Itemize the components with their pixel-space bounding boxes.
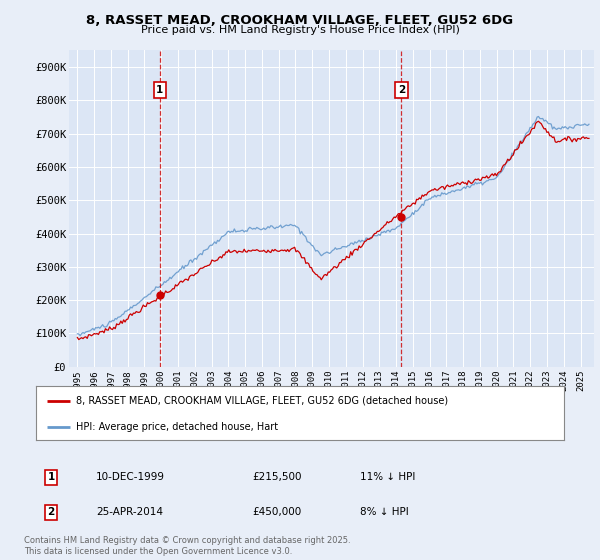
Text: HPI: Average price, detached house, Hart: HPI: Average price, detached house, Hart [76, 422, 278, 432]
Text: Price paid vs. HM Land Registry's House Price Index (HPI): Price paid vs. HM Land Registry's House … [140, 25, 460, 35]
Text: 8% ↓ HPI: 8% ↓ HPI [360, 507, 409, 517]
Text: 8, RASSET MEAD, CROOKHAM VILLAGE, FLEET, GU52 6DG (detached house): 8, RASSET MEAD, CROOKHAM VILLAGE, FLEET,… [76, 396, 448, 406]
Text: 8, RASSET MEAD, CROOKHAM VILLAGE, FLEET, GU52 6DG: 8, RASSET MEAD, CROOKHAM VILLAGE, FLEET,… [86, 14, 514, 27]
Text: 2: 2 [47, 507, 55, 517]
Text: £215,500: £215,500 [252, 472, 302, 482]
Text: 2: 2 [398, 85, 405, 95]
Text: £450,000: £450,000 [252, 507, 301, 517]
Text: 11% ↓ HPI: 11% ↓ HPI [360, 472, 415, 482]
Text: 25-APR-2014: 25-APR-2014 [96, 507, 163, 517]
Text: Contains HM Land Registry data © Crown copyright and database right 2025.
This d: Contains HM Land Registry data © Crown c… [24, 536, 350, 556]
Text: 1: 1 [47, 472, 55, 482]
Text: 10-DEC-1999: 10-DEC-1999 [96, 472, 165, 482]
Text: 1: 1 [156, 85, 164, 95]
